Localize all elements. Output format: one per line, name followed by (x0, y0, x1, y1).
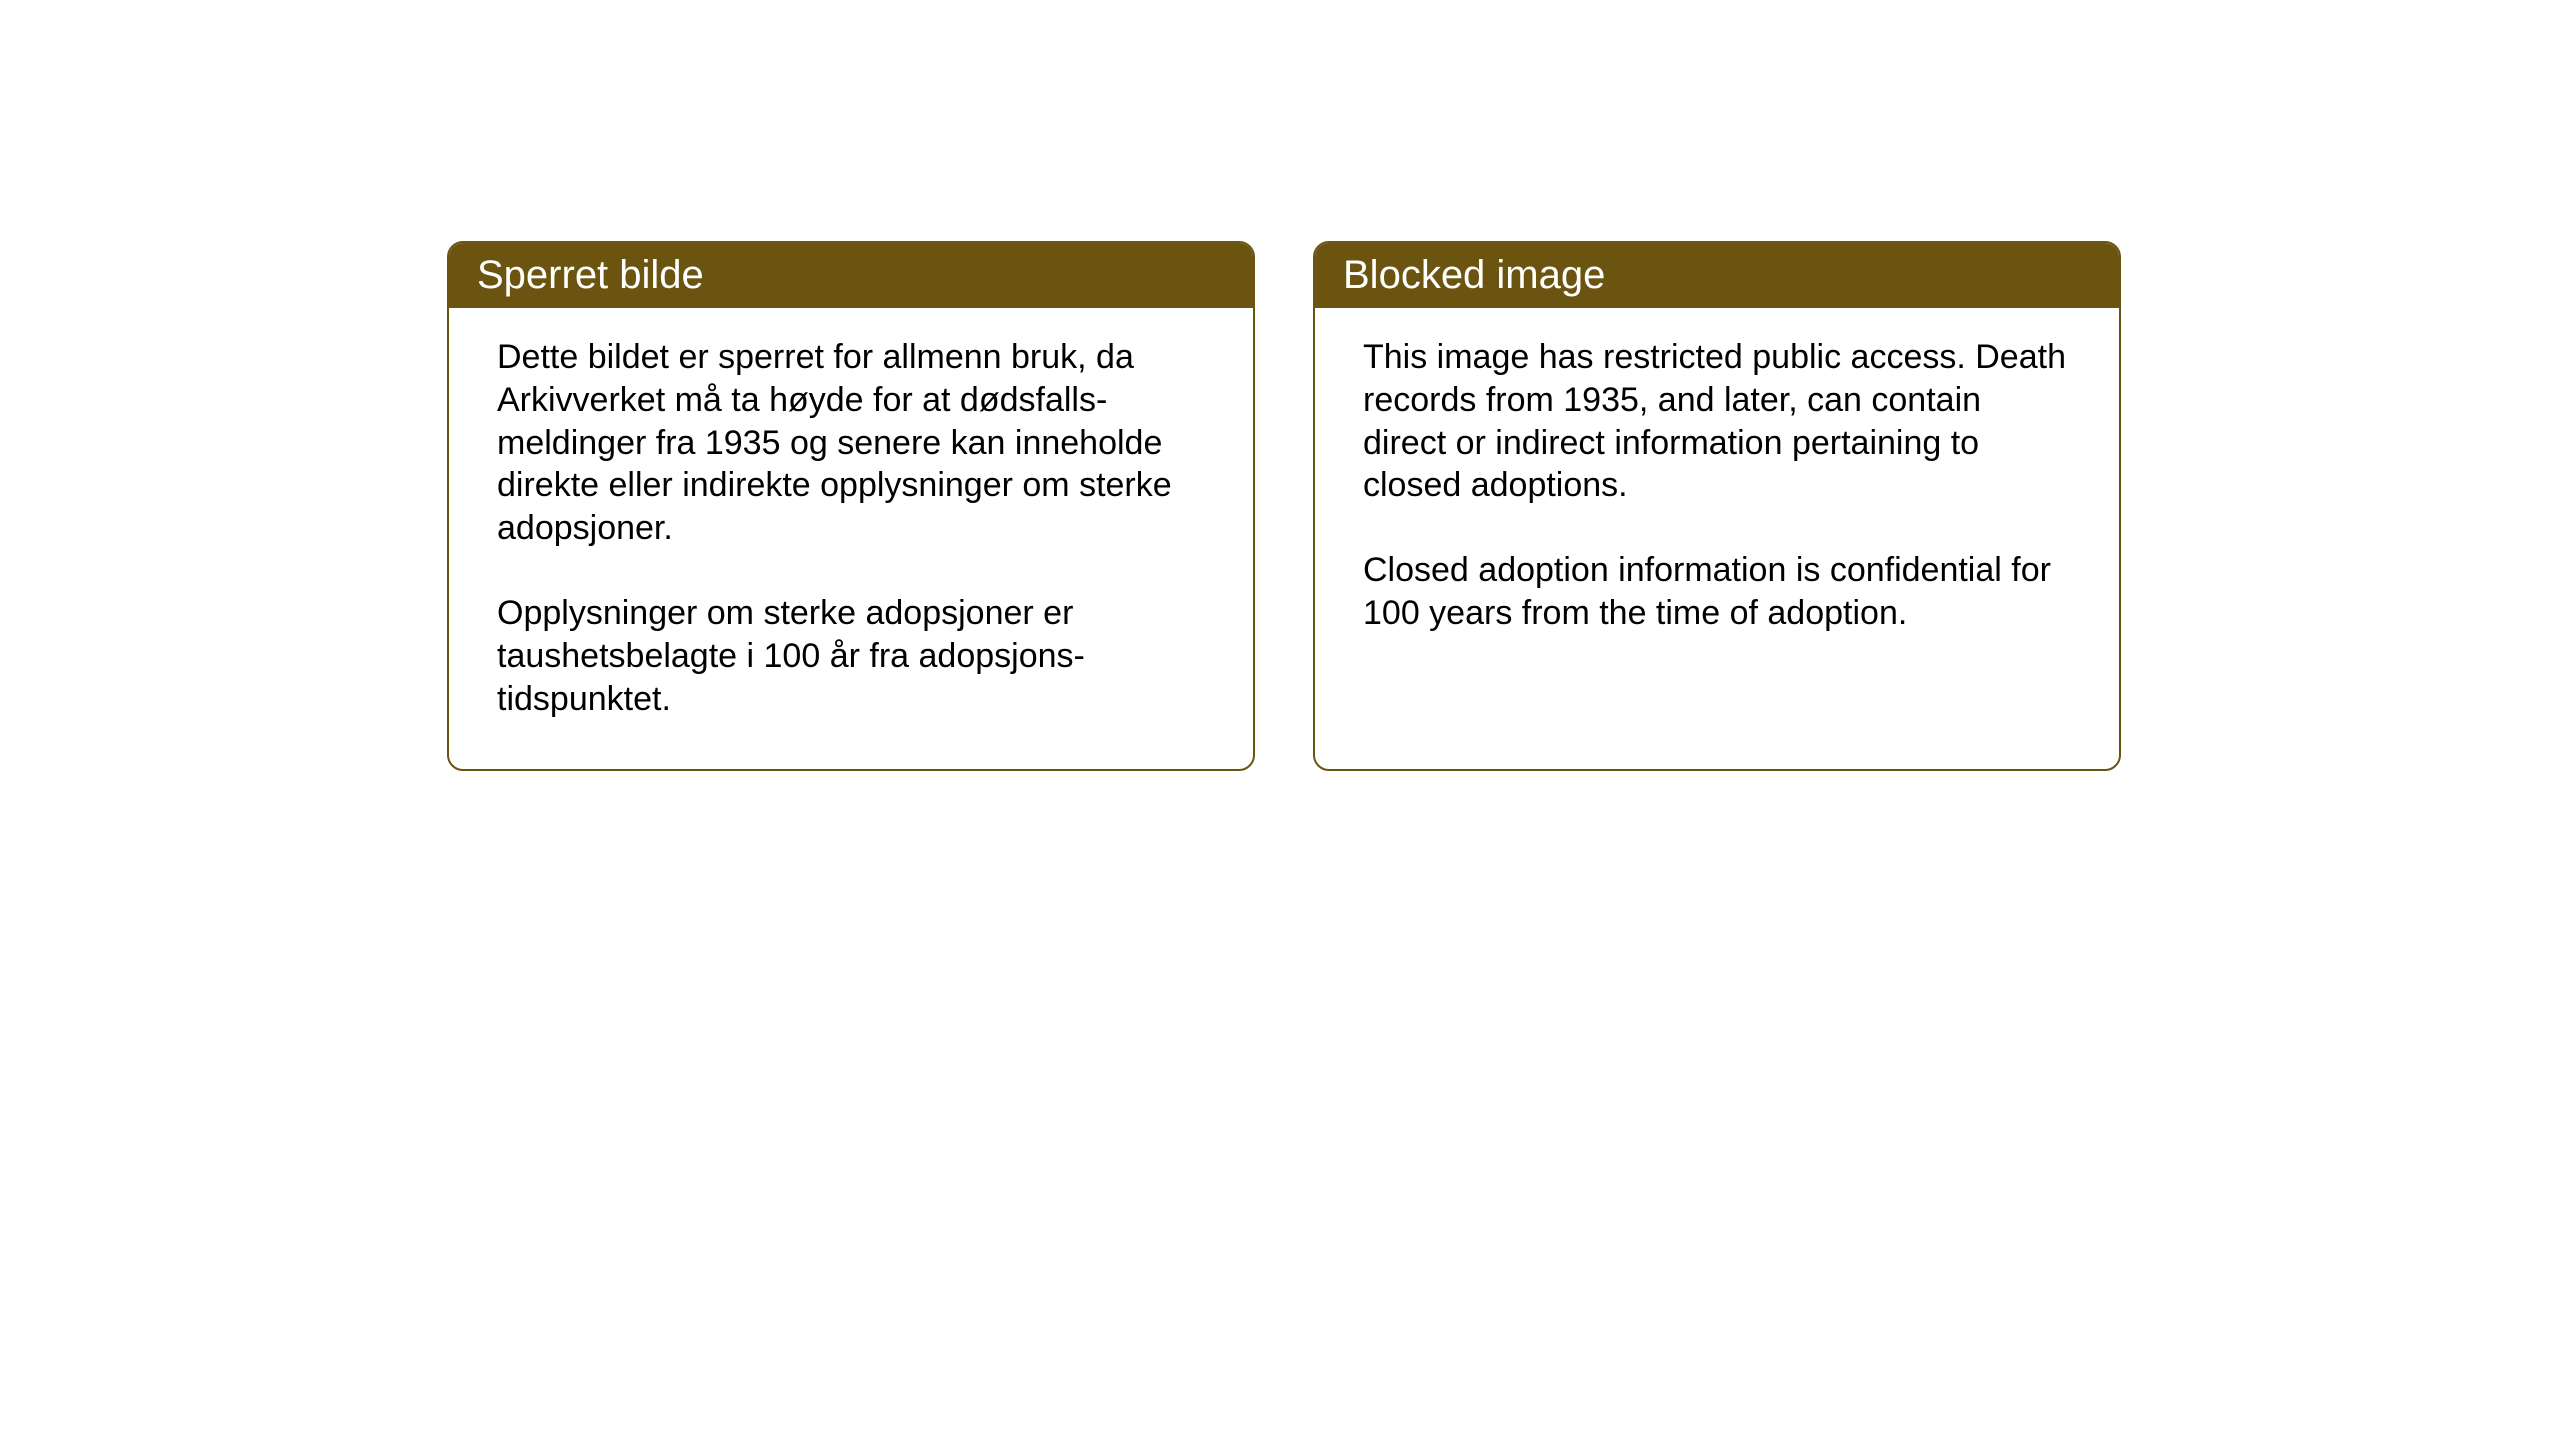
card-english-header: Blocked image (1315, 243, 2119, 308)
card-norwegian: Sperret bilde Dette bildet er sperret fo… (447, 241, 1255, 771)
card-english-paragraph-1: This image has restricted public access.… (1363, 336, 2071, 507)
card-english-paragraph-2: Closed adoption information is confident… (1363, 549, 2071, 635)
card-norwegian-title: Sperret bilde (477, 253, 704, 297)
card-english: Blocked image This image has restricted … (1313, 241, 2121, 771)
notice-cards-container: Sperret bilde Dette bildet er sperret fo… (447, 241, 2121, 771)
card-norwegian-header: Sperret bilde (449, 243, 1253, 308)
card-english-title: Blocked image (1343, 253, 1605, 297)
card-english-body: This image has restricted public access.… (1315, 308, 2119, 683)
card-norwegian-paragraph-1: Dette bildet er sperret for allmenn bruk… (497, 336, 1205, 550)
card-norwegian-paragraph-2: Opplysninger om sterke adopsjoner er tau… (497, 592, 1205, 720)
card-norwegian-body: Dette bildet er sperret for allmenn bruk… (449, 308, 1253, 769)
